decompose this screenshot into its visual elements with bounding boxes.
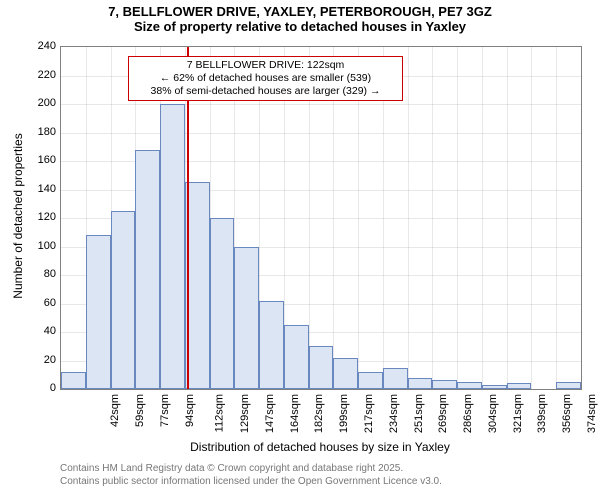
histogram-bar — [160, 104, 185, 389]
y-tick-label: 240 — [26, 40, 56, 52]
y-tick-label: 60 — [26, 297, 56, 309]
title-block: 7, BELLFLOWER DRIVE, YAXLEY, PETERBOROUG… — [0, 0, 600, 34]
x-grid-line — [556, 47, 557, 389]
x-tick-label: 199sqm — [338, 394, 350, 433]
title-line-2: Size of property relative to detached ho… — [0, 19, 600, 34]
y-tick-label: 100 — [26, 240, 56, 252]
histogram-bar — [309, 346, 334, 389]
y-axis-title: Number of detached properties — [11, 45, 25, 387]
histogram-bar — [111, 211, 136, 389]
x-tick-label: 164sqm — [289, 394, 301, 433]
x-axis-title: Distribution of detached houses by size … — [60, 440, 580, 454]
footer-line-1: Contains HM Land Registry data © Crown c… — [60, 462, 442, 475]
y-tick-label: 120 — [26, 211, 56, 223]
y-tick-label: 220 — [26, 69, 56, 81]
histogram-bar — [358, 372, 383, 389]
histogram-bar — [259, 301, 284, 389]
y-tick-label: 80 — [26, 268, 56, 280]
footer-line-2: Contains public sector information licen… — [60, 475, 442, 488]
chart-container: 7, BELLFLOWER DRIVE, YAXLEY, PETERBOROUG… — [0, 0, 600, 500]
histogram-bar — [333, 358, 358, 389]
x-tick-label: 59sqm — [134, 394, 146, 427]
y-grid-line — [61, 104, 581, 105]
annotation-box: 7 BELLFLOWER DRIVE: 122sqm ← 62% of deta… — [128, 56, 403, 101]
annotation-line-1: 7 BELLFLOWER DRIVE: 122sqm — [133, 59, 398, 72]
footer-attribution: Contains HM Land Registry data © Crown c… — [60, 462, 442, 488]
histogram-bar — [210, 218, 235, 389]
x-tick-label: 77sqm — [159, 394, 171, 427]
histogram-bar — [556, 382, 581, 389]
x-tick-label: 182sqm — [314, 394, 326, 433]
histogram-bar — [284, 325, 309, 389]
x-grid-line — [457, 47, 458, 389]
x-tick-label: 374sqm — [586, 394, 598, 433]
x-tick-label: 339sqm — [536, 394, 548, 433]
x-tick-label: 269sqm — [437, 394, 449, 433]
y-tick-label: 180 — [26, 126, 56, 138]
histogram-bar — [408, 378, 433, 389]
y-tick-label: 160 — [26, 154, 56, 166]
x-tick-label: 321sqm — [512, 394, 524, 433]
x-tick-label: 304sqm — [487, 394, 499, 433]
x-grid-line — [432, 47, 433, 389]
x-grid-line — [581, 47, 582, 389]
y-grid-line — [61, 133, 581, 134]
x-grid-line — [507, 47, 508, 389]
y-tick-label: 140 — [26, 183, 56, 195]
x-tick-label: 112sqm — [214, 394, 226, 432]
x-tick-label: 217sqm — [363, 394, 375, 433]
title-line-1: 7, BELLFLOWER DRIVE, YAXLEY, PETERBOROUG… — [0, 4, 600, 19]
y-tick-label: 0 — [26, 382, 56, 394]
y-tick-label: 200 — [26, 97, 56, 109]
histogram-bar — [86, 235, 111, 389]
x-tick-label: 129sqm — [239, 394, 251, 433]
histogram-bar — [61, 372, 86, 389]
x-grid-line — [482, 47, 483, 389]
y-tick-label: 20 — [26, 354, 56, 366]
annotation-line-3: 38% of semi-detached houses are larger (… — [133, 85, 398, 98]
x-grid-line — [531, 47, 532, 389]
x-tick-label: 251sqm — [413, 394, 425, 433]
histogram-bar — [457, 382, 482, 389]
histogram-bar — [135, 150, 160, 389]
histogram-bar — [234, 247, 259, 390]
x-tick-label: 147sqm — [264, 394, 276, 433]
x-tick-label: 94sqm — [184, 394, 196, 427]
x-tick-label: 42sqm — [109, 394, 121, 427]
x-grid-line — [408, 47, 409, 389]
histogram-bar — [432, 380, 457, 389]
histogram-bar — [507, 383, 532, 389]
histogram-bar — [383, 368, 408, 389]
histogram-bar — [482, 385, 507, 389]
x-tick-label: 356sqm — [561, 394, 573, 433]
x-tick-label: 234sqm — [388, 394, 400, 433]
y-tick-label: 40 — [26, 325, 56, 337]
annotation-line-2: ← 62% of detached houses are smaller (53… — [133, 72, 398, 85]
x-tick-label: 286sqm — [462, 394, 474, 433]
